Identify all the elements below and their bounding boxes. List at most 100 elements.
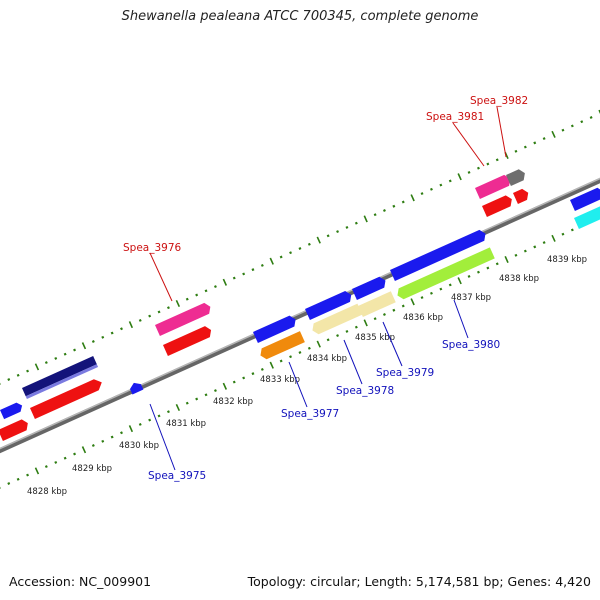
gene-label-spea-3980: Spea_3980	[442, 339, 500, 351]
minor-tick	[204, 289, 208, 293]
minor-tick	[120, 431, 123, 435]
minor-tick	[279, 359, 283, 363]
gene-feature-spea-3979	[358, 291, 396, 317]
minor-tick	[307, 242, 311, 246]
gene-feature-red-right-1	[482, 195, 512, 217]
scale-label: 4830 kbp	[119, 441, 159, 451]
minor-tick	[429, 291, 433, 295]
minor-tick	[382, 313, 386, 316]
gene-label-spea-3976: Spea_3976	[123, 242, 182, 254]
major-tick	[504, 255, 509, 264]
major-tick	[269, 257, 274, 265]
major-tick	[363, 319, 368, 327]
major-tick	[34, 363, 40, 371]
minor-tick	[166, 306, 170, 310]
label-leader-lines	[149, 106, 507, 471]
minor-tick	[486, 162, 490, 166]
minor-tick	[44, 465, 48, 469]
major-tick	[551, 130, 556, 138]
major-tick	[269, 361, 274, 369]
minor-tick	[382, 209, 386, 212]
scale-label: 4829 kbp	[72, 464, 112, 474]
minor-tick	[157, 414, 161, 418]
major-tick	[34, 467, 40, 475]
minor-tick	[101, 439, 105, 443]
scale-labels: 4828 kbp 4829 kbp 4830 kbp 4831 kbp 4832…	[27, 255, 587, 497]
gene-feature-spea-3980	[397, 247, 495, 300]
minor-tick	[401, 304, 405, 308]
major-tick	[410, 194, 415, 202]
minor-tick	[242, 272, 246, 276]
major-tick	[410, 298, 415, 306]
minor-tick	[251, 372, 255, 376]
outer-tick-row	[0, 109, 600, 385]
minor-tick	[195, 397, 199, 401]
gene-feature-red-long	[30, 379, 102, 419]
gene-feature-red-right-2	[513, 188, 529, 204]
minor-tick	[148, 314, 152, 318]
gene-feature-navy	[22, 356, 99, 399]
gene-feature-blue-left	[0, 402, 23, 420]
minor-tick	[213, 285, 217, 289]
gene-label-spea-3982: Spea_3982	[470, 95, 528, 107]
minor-tick	[54, 460, 58, 464]
major-tick	[316, 340, 321, 348]
scale-label: 4839 kbp	[547, 255, 587, 265]
minor-tick	[298, 351, 302, 354]
minor-tick	[7, 378, 11, 381]
minor-tick	[138, 318, 142, 322]
major-tick	[222, 382, 228, 390]
minor-tick	[420, 296, 424, 300]
major-tick	[457, 173, 462, 181]
gene-feature-blue-mid-3	[352, 276, 386, 300]
minor-tick	[16, 477, 20, 481]
minor-tick	[467, 170, 471, 174]
gene-features	[0, 169, 600, 441]
minor-tick	[523, 145, 527, 149]
minor-tick	[448, 283, 452, 287]
minor-tick	[91, 340, 95, 343]
minor-tick	[157, 310, 161, 314]
genome-backbone	[0, 177, 600, 454]
minor-tick	[101, 335, 105, 339]
gene-feature-blue-mid-2	[305, 290, 352, 320]
topology-text: Topology: circular; Length: 5,174,581 bp…	[247, 574, 591, 589]
gene-feature-blue-mid-1	[253, 315, 296, 343]
minor-tick	[326, 338, 330, 342]
minor-tick	[279, 255, 283, 259]
minor-tick	[166, 410, 170, 414]
minor-tick	[580, 120, 584, 124]
minor-tick	[401, 200, 405, 204]
minor-tick	[439, 183, 443, 187]
minor-tick	[251, 268, 255, 272]
gene-label-spea-3979: Spea_3979	[376, 367, 434, 379]
major-tick	[81, 342, 87, 350]
scale-label: 4835 kbp	[355, 333, 395, 343]
major-tick	[222, 278, 228, 286]
minor-tick	[495, 262, 499, 266]
minor-tick	[439, 287, 443, 291]
minor-tick	[63, 352, 67, 356]
map-title: Shewanella pealeana ATCC 700345, complet…	[121, 9, 479, 24]
major-tick	[128, 425, 134, 433]
major-tick	[175, 403, 181, 412]
minor-tick	[542, 241, 546, 245]
major-tick	[363, 215, 368, 223]
gene-label-spea-3975: Spea_3975	[148, 470, 206, 482]
minor-tick	[138, 422, 142, 426]
scale-label: 4837 kbp	[451, 293, 491, 303]
inner-tick-row	[0, 213, 600, 489]
minor-tick	[373, 317, 377, 321]
minor-tick	[589, 116, 593, 119]
minor-tick	[242, 376, 246, 380]
major-tick	[316, 236, 321, 244]
minor-tick	[476, 166, 480, 170]
minor-tick	[148, 418, 152, 422]
scale-label: 4832 kbp	[213, 397, 253, 407]
minor-tick	[570, 228, 574, 232]
minor-tick	[561, 232, 565, 236]
minor-tick	[420, 192, 424, 196]
minor-tick	[298, 247, 302, 250]
minor-tick	[110, 331, 114, 335]
